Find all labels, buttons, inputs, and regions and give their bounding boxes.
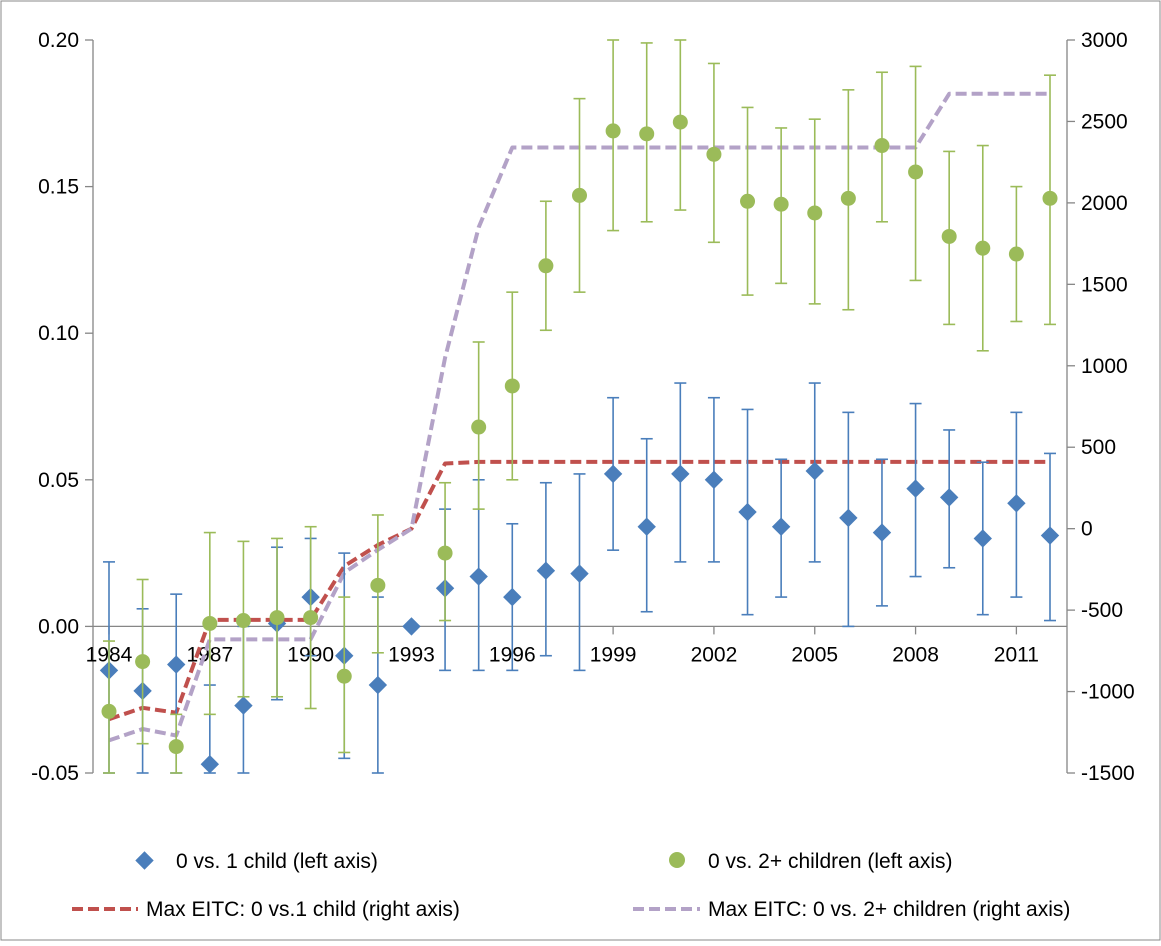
point-diamond [570,564,589,583]
eitc-line-1 [108,459,1050,722]
point-diamond [503,587,522,607]
left-axis-tick-label: 0.10 [38,322,79,345]
point-diamond [906,479,925,498]
point-diamond [368,675,388,695]
x-axis-tick-label: 2005 [791,643,838,666]
legend: 0 vs. 1 child (left axis) 0 vs. 2+ child… [72,850,1070,921]
point-diamond [939,488,959,507]
point-circle [605,123,621,139]
right-axis-tick-label: 2500 [1081,110,1128,133]
left-axis-tick-label: -0.05 [31,762,79,785]
point-circle [840,190,856,206]
point-circle [639,126,655,142]
point-circle [1042,190,1058,206]
legend-label-series-1: 0 vs. 1 child (left axis) [176,850,378,873]
legend-label-series-3: Max EITC: 0 vs.1 child (right axis) [146,898,460,921]
left-axis-tick-label: 0.20 [38,29,79,52]
right-axis-tick-label: 2000 [1081,192,1128,215]
point-circle [572,187,587,203]
point-circle [471,419,487,435]
point-circle [370,577,386,593]
point-circle [740,193,756,209]
right-axis-tick-label: 1000 [1081,355,1128,378]
axes-group: -0.05 0.00 0.05 0.10 0.15 0.20 -1500 -1000 -500 0… [31,29,1135,785]
x-axis-tick-label: 1993 [388,643,435,666]
point-circle [336,668,352,684]
right-axis-tick-label: 3000 [1081,29,1128,52]
point-diamond [671,464,690,484]
point-circle [504,378,520,394]
point-diamond [839,508,858,528]
point-diamond [167,655,186,674]
point-circle [538,258,554,274]
point-diamond [973,529,992,548]
point-diamond [872,523,892,542]
point-circle [975,240,991,256]
legend-item-series-2[interactable]: 0 vs. 2+ children (left axis) [669,850,953,873]
right-axis-tick-label: -500 [1081,599,1123,622]
point-diamond [200,755,220,774]
point-diamond [771,517,791,536]
legend-label-series-4: Max EITC: 0 vs. 2+ children (right axis) [708,898,1070,921]
right-axis-tick-label: -1000 [1081,681,1135,704]
point-diamond [1007,494,1026,513]
point-circle [706,146,722,162]
left-axis-tick-label: 0.05 [38,469,79,492]
point-circle [437,545,453,561]
right-axis-tick-label: -1500 [1081,762,1135,785]
point-circle [941,228,957,244]
point-diamond [805,461,824,481]
point-circle [202,615,218,631]
right-axis-tick-label: 1500 [1081,273,1128,296]
legend-marker-circle [669,852,685,868]
x-axis-tick-label: 2008 [892,643,939,666]
x-axis-tick-label: 2011 [994,643,1039,666]
point-circle [101,703,117,719]
series-group [99,39,1060,774]
point-circle [807,205,823,221]
point-diamond [402,617,421,636]
point-circle [1008,246,1024,262]
legend-item-series-3[interactable]: Max EITC: 0 vs.1 child (right axis) [72,898,460,921]
x-axis-tick-label: 1999 [590,643,637,666]
point-diamond [603,464,623,484]
point-circle [908,164,924,180]
point-diamond [234,696,253,715]
left-axis-tick-label: 0.15 [38,176,79,199]
point-diamond [637,517,656,536]
point-circle [168,739,184,755]
point-diamond [1040,526,1060,545]
legend-label-series-2: 0 vs. 2+ children (left axis) [708,850,953,873]
x-axis-tick-label: 2002 [691,643,738,666]
point-circle [235,613,251,629]
right-axis-tick-label: 500 [1081,436,1116,459]
point-circle [773,196,789,212]
legend-item-series-4[interactable]: Max EITC: 0 vs. 2+ children (right axis) [633,898,1070,921]
point-circle [303,610,319,626]
legend-marker-diamond [135,851,154,870]
point-circle [269,610,285,626]
legend-item-series-1[interactable]: 0 vs. 1 child (left axis) [135,850,378,873]
point-circle [874,138,890,154]
left-axis-tick-label: 0.00 [38,615,79,638]
point-circle [135,654,151,670]
point-diamond [536,561,556,580]
point-diamond [469,567,488,586]
point-diamond [738,502,757,522]
point-circle [672,114,688,130]
point-diamond [704,470,724,489]
right-axis-tick-label: 0 [1081,518,1093,541]
